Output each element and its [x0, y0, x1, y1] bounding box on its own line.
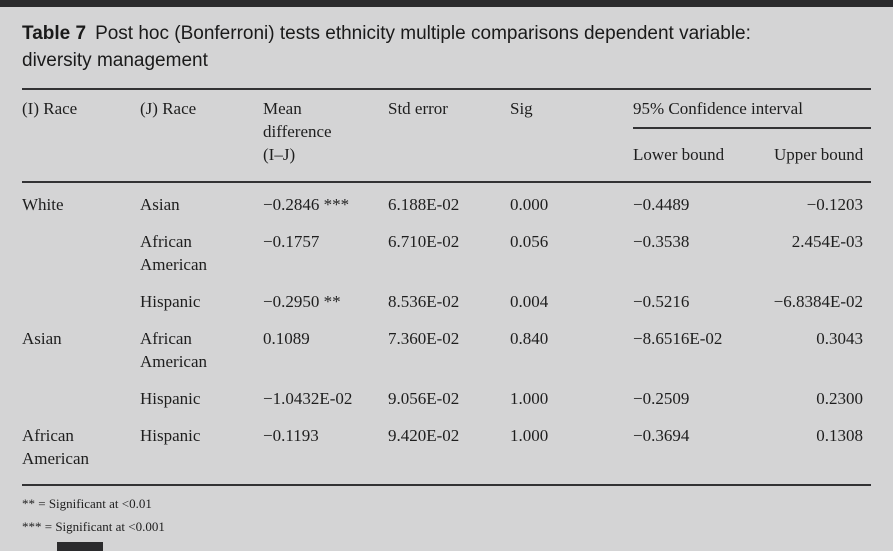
cell-i-race: African American: [22, 414, 140, 486]
cell-mean-difference: −1.0432E-02: [263, 389, 353, 408]
table-row: Asian African American 0.1089 7.360E-02 …: [22, 317, 871, 377]
table-row: African American Hispanic −0.1193 9.420E…: [22, 414, 871, 486]
header-sig: Sig: [510, 99, 533, 118]
cell-std-error: 9.420E-02: [388, 414, 510, 486]
cell-upper-bound: 0.1308: [773, 414, 871, 486]
cell-lower-bound: −0.2509: [633, 389, 690, 408]
cell-std-error: 9.056E-02: [388, 389, 460, 408]
cell-std-error: 7.360E-02: [388, 329, 460, 348]
cell-i-race: White: [22, 195, 64, 214]
cell-mean-difference: 0.1089: [263, 329, 310, 348]
cell-i-race: Asian: [22, 329, 62, 348]
table-header-row: (I) Race (J) Race Mean difference (I–J) …: [22, 88, 871, 183]
header-std-error: Std error: [388, 99, 448, 118]
cell-sig: 1.000: [510, 389, 549, 408]
table-row: African American −0.1757 6.710E-02 0.056…: [22, 220, 871, 280]
cell-lower-bound: −0.3694: [633, 414, 773, 486]
cell-sig: 0.840: [510, 329, 549, 348]
cell-mean-difference: −0.2846 ***: [263, 195, 350, 214]
cell-sig: 0.004: [510, 292, 549, 311]
cell-i-race: [22, 280, 140, 317]
cell-lower-bound: −0.3538: [633, 232, 690, 251]
cell-lower-bound: −0.5216: [633, 292, 690, 311]
cell-j-race: Hispanic: [140, 292, 201, 311]
cell-upper-bound: 0.3043: [816, 329, 863, 348]
data-table: White Asian −0.2846 *** 6.188E-02 0.000 …: [22, 183, 871, 486]
page-edge-top-bar: [0, 0, 893, 7]
cell-j-race: Asian: [140, 195, 180, 214]
table-row: White Asian −0.2846 *** 6.188E-02 0.000 …: [22, 183, 871, 220]
table-panel: Table 7 Post hoc (Bonferroni) tests ethni…: [0, 7, 893, 538]
cell-j-race: Hispanic: [140, 414, 263, 486]
cell-upper-bound: 0.2300: [816, 389, 863, 408]
footnote-significance-001: *** = Significant at <0.001: [22, 519, 165, 534]
cell-mean-difference: −0.2950 **: [263, 292, 341, 311]
cell-j-race: African American: [140, 329, 208, 371]
cell-j-race: Hispanic: [140, 389, 201, 408]
cell-sig: 1.000: [510, 414, 633, 486]
cell-i-race: [22, 377, 140, 414]
table-row: Hispanic −0.2950 ** 8.536E-02 0.004 −0.5…: [22, 280, 871, 317]
cell-std-error: 6.188E-02: [388, 195, 460, 214]
table-footnotes: ** = Significant at <0.01 *** = Signific…: [22, 492, 871, 538]
cell-sig: 0.000: [510, 195, 549, 214]
cell-std-error: 8.536E-02: [388, 292, 460, 311]
header-confidence-interval: 95% Confidence interval: [633, 99, 803, 118]
cell-lower-bound: −8.6516E-02: [633, 329, 723, 348]
header-j-race: (J) Race: [140, 99, 197, 118]
cell-mean-difference: −0.1757: [263, 232, 320, 251]
page-edge-bottom-mark: [57, 542, 103, 551]
cell-upper-bound: 2.454E-03: [791, 232, 863, 251]
table-row: Hispanic −1.0432E-02 9.056E-02 1.000 −0.…: [22, 377, 871, 414]
table-caption-text: Post hoc (Bonferroni) tests ethnicity mu…: [22, 23, 751, 71]
cell-upper-bound: −0.1203: [806, 195, 863, 214]
table-number: Table 7: [22, 23, 87, 44]
cell-lower-bound: −0.4489: [633, 195, 690, 214]
header-lower-bound: Lower bound: [633, 145, 725, 164]
cell-j-race: African American: [140, 232, 208, 274]
confidence-interval-underline: [633, 127, 871, 129]
header-upper-bound: Upper bound: [774, 145, 864, 164]
table-caption: Table 7 Post hoc (Bonferroni) tests ethni…: [22, 20, 802, 74]
cell-i-race: [22, 220, 140, 280]
header-mean-difference: Mean difference (I–J): [263, 99, 332, 164]
cell-mean-difference: −0.1193: [263, 414, 388, 486]
cell-std-error: 6.710E-02: [388, 232, 460, 251]
footnote-significance-01: ** = Significant at <0.01: [22, 496, 152, 511]
header-i-race: (I) Race: [22, 99, 78, 118]
cell-upper-bound: −6.8384E-02: [773, 292, 863, 311]
cell-sig: 0.056: [510, 232, 549, 251]
